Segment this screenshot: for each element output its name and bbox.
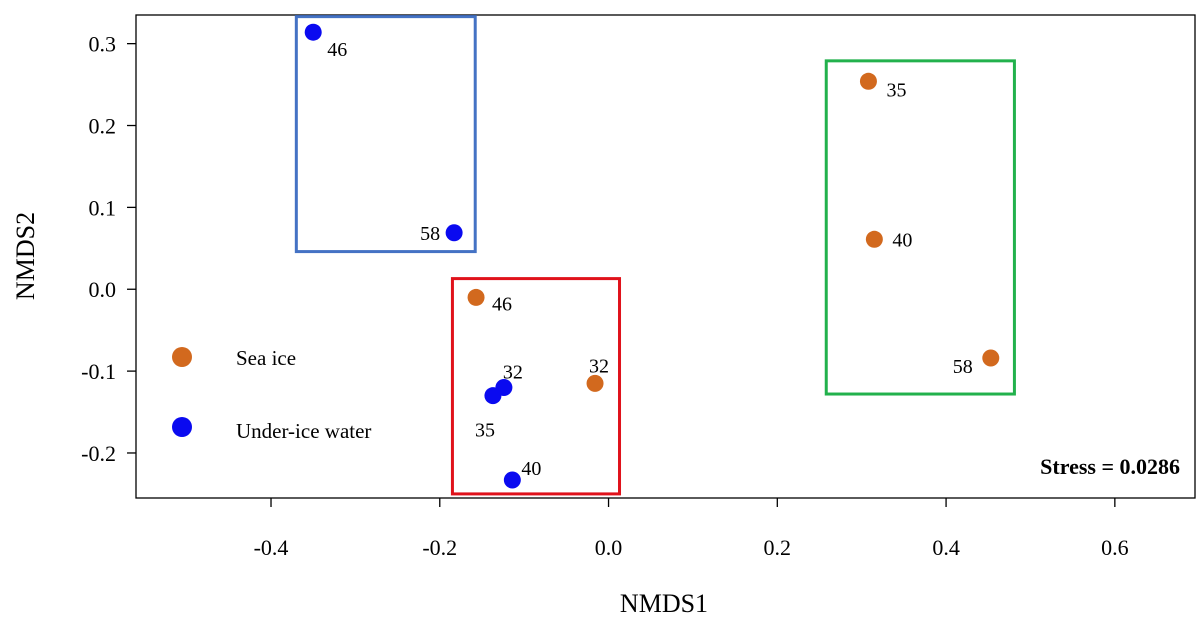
x-tick-label: 0.0 <box>595 535 623 560</box>
stress-annotation: Stress = 0.0286 <box>1040 454 1180 479</box>
point-label-sea-ice: 46 <box>492 293 512 315</box>
point-label-sea-ice: 40 <box>892 229 912 251</box>
point-under-ice-water <box>484 387 502 405</box>
y-tick-label: -0.1 <box>81 359 116 384</box>
y-tick-label: 0.1 <box>89 195 117 220</box>
point-under-ice-water <box>445 224 463 242</box>
point-under-ice-water <box>304 23 322 41</box>
x-axis-title: NMDS1 <box>620 589 708 618</box>
y-tick-label: 0.2 <box>89 114 117 139</box>
plot-frame <box>135 14 1196 499</box>
point-under-ice-water <box>503 471 521 489</box>
x-tick-label: -0.2 <box>422 535 457 560</box>
point-label-sea-ice: 58 <box>953 356 973 378</box>
x-axis: -0.4 -0.2 0.0 0.2 0.4 0.6 <box>254 498 1129 560</box>
point-sea-ice <box>859 72 877 90</box>
legend-marker-under-ice-water <box>172 417 192 437</box>
x-tick-label: 0.4 <box>932 535 960 560</box>
point-label-sea-ice: 32 <box>589 355 609 377</box>
y-tick-label: 0.3 <box>89 32 117 57</box>
legend-label-under-ice-water: Under-ice water <box>236 419 371 443</box>
group-box <box>294 15 477 254</box>
y-tick-label: 0.0 <box>89 277 117 302</box>
legend-label-sea-ice: Sea ice <box>236 346 296 370</box>
point-label-under-ice-water: 40 <box>521 458 541 480</box>
legend-marker-sea-ice <box>172 347 192 367</box>
point-label-under-ice-water: 35 <box>475 420 495 442</box>
x-tick-label: 0.6 <box>1101 535 1129 560</box>
point-sea-ice <box>586 374 604 392</box>
point-label-under-ice-water: 46 <box>327 39 347 61</box>
x-tick-label: -0.4 <box>254 535 289 560</box>
y-tick-label: -0.2 <box>81 441 116 466</box>
group-boxes <box>294 15 1016 496</box>
point-sea-ice <box>865 230 883 248</box>
point-label-sea-ice: 35 <box>886 79 906 101</box>
point-sea-ice <box>467 288 485 306</box>
y-axis-title: NMDS2 <box>11 212 40 300</box>
group-box <box>824 59 1016 396</box>
point-label-under-ice-water: 58 <box>420 223 440 245</box>
x-tick-label: 0.2 <box>764 535 792 560</box>
point-label-under-ice-water: 32 <box>503 361 523 383</box>
group-box <box>450 277 622 496</box>
data-points: 35 40 58 46 32 46 58 32 35 40 <box>304 23 1000 489</box>
point-sea-ice <box>982 349 1000 367</box>
y-axis: -0.2 -0.1 0.0 0.1 0.2 0.3 <box>81 32 136 466</box>
legend: Sea ice Under-ice water <box>172 346 371 443</box>
